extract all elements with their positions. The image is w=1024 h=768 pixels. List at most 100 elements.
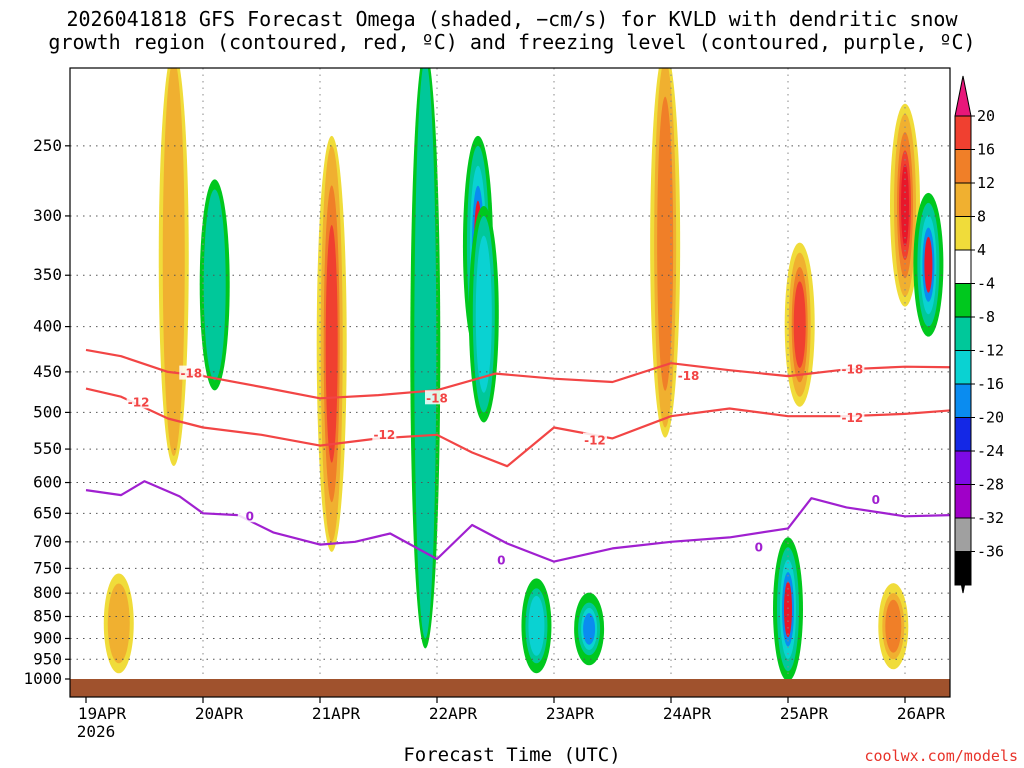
colorbar-top-arrow bbox=[954, 75, 972, 117]
omega-region-4-band bbox=[414, 68, 437, 639]
contour-label-bg-0 bbox=[179, 365, 204, 380]
colorbar-label-12: -32 bbox=[977, 509, 1004, 527]
contour-label-bg-1 bbox=[126, 394, 151, 409]
contour-label-11: 0 bbox=[872, 493, 880, 507]
colorbar-label-1: 16 bbox=[977, 141, 995, 159]
contour-label-10: 0 bbox=[755, 540, 763, 554]
contour-label-bg-5 bbox=[676, 368, 701, 383]
contour-label-3: -12 bbox=[374, 428, 396, 442]
colorbar-label-13: -36 bbox=[977, 543, 1004, 561]
colorbar-label-2: 12 bbox=[977, 174, 995, 192]
contour-label-bg-4 bbox=[582, 432, 607, 447]
colorbar-segment-3 bbox=[954, 216, 972, 251]
omega-region-7-inner bbox=[528, 595, 545, 656]
colorbar-segment-9 bbox=[954, 417, 972, 452]
contour-label-5: -18 bbox=[678, 369, 700, 383]
colorbar-segment-7 bbox=[954, 350, 972, 385]
colorbar-label-3: 8 bbox=[977, 208, 986, 226]
colorbar-segment-2 bbox=[954, 182, 972, 217]
colorbar-bottom-arrow bbox=[954, 551, 972, 594]
credit-link[interactable]: coolwx.com/models bbox=[864, 747, 1018, 765]
contour-label-7: -12 bbox=[842, 411, 864, 425]
colorbar-label-7: -12 bbox=[977, 342, 1004, 360]
omega-region-6-inner bbox=[475, 235, 492, 393]
y-tick-label-650: 650 bbox=[33, 503, 62, 522]
colorbar-segment-11 bbox=[954, 484, 972, 519]
omega-region-11-peak bbox=[784, 581, 792, 638]
x-tick-label-25APR: 25APR bbox=[780, 704, 829, 723]
omega-region-13-peak bbox=[924, 236, 933, 293]
y-tick-label-1000: 1000 bbox=[23, 669, 62, 688]
x-tick-label-19APR: 19APR bbox=[78, 704, 127, 723]
y-tick-label-900: 900 bbox=[33, 628, 62, 647]
colorbar-segment-6 bbox=[954, 316, 972, 351]
colorbar-label-10: -24 bbox=[977, 442, 1004, 460]
contour-label-bg-7 bbox=[840, 409, 865, 424]
y-tick-label-450: 450 bbox=[33, 362, 62, 381]
y-tick-label-550: 550 bbox=[33, 439, 62, 458]
contour-label-bg-2 bbox=[425, 390, 449, 405]
colorbar-label-9: -20 bbox=[977, 409, 1004, 427]
x-tick-label-24APR: 24APR bbox=[663, 704, 712, 723]
y-tick-label-600: 600 bbox=[33, 473, 62, 492]
ground-layer bbox=[70, 679, 950, 697]
y-tick-label-250: 250 bbox=[33, 136, 62, 155]
plot-frame bbox=[69, 67, 951, 698]
y-tick-label-850: 850 bbox=[33, 606, 62, 625]
colorbar: 20 16 12 8 4 -4 -8 -12 -16 -20 -24 -28 -32 -36 bbox=[954, 75, 1004, 594]
colorbar-segment-10 bbox=[954, 450, 972, 485]
omega-region-8-core bbox=[583, 613, 596, 645]
colorbar-label-6: -8 bbox=[977, 308, 995, 326]
colorbar-segment-8 bbox=[954, 383, 972, 418]
y-tick-label-950: 950 bbox=[33, 649, 62, 668]
omega-shading-layer bbox=[103, 68, 944, 682]
omega-region-14-inner bbox=[885, 599, 902, 653]
omega-region-0-band bbox=[107, 583, 130, 664]
chart-title-line-2: growth region (contoured, red, ºC) and f… bbox=[48, 30, 976, 54]
y-axis: 250 300 350 400 450 500 550 600 650 700 750 800 850 9… bbox=[23, 136, 70, 688]
colorbar-segment-4 bbox=[954, 249, 972, 284]
contour-label-bg-11 bbox=[863, 492, 888, 507]
colorbar-label-11: -28 bbox=[977, 476, 1004, 494]
colorbar-segment-12 bbox=[954, 517, 972, 552]
chart-title: 2026041818 GFS Forecast Omega (shaded, −… bbox=[0, 8, 1024, 54]
y-tick-label-750: 750 bbox=[33, 558, 62, 577]
x-tick-label-26APR: 26APR bbox=[897, 704, 946, 723]
contour-label-2: -18 bbox=[426, 391, 448, 405]
y-tick-label-400: 400 bbox=[33, 317, 62, 336]
y-tick-label-500: 500 bbox=[33, 402, 62, 421]
y-tick-label-350: 350 bbox=[33, 265, 62, 284]
contour-label-1: -12 bbox=[128, 395, 150, 409]
contour-label-9: 0 bbox=[497, 554, 505, 568]
x-tick-label-22APR: 22APR bbox=[429, 704, 478, 723]
contour-label-layer: -18 -12 -18 -12 -12 -18 -18 -12 0 0 0 0 bbox=[126, 361, 888, 568]
contour-label-bg-8 bbox=[237, 508, 262, 523]
x-axis-title: Forecast Time (UTC) bbox=[403, 744, 621, 766]
chart-title-line-1: 2026041818 GFS Forecast Omega (shaded, −… bbox=[66, 7, 958, 31]
omega-region-9-inner bbox=[657, 96, 674, 391]
contour-line-2 bbox=[85, 480, 950, 563]
contour-label-bg-9 bbox=[489, 552, 514, 567]
x-tick-sublabel: 2026 bbox=[77, 722, 116, 741]
contour-label-8: 0 bbox=[246, 509, 254, 523]
x-tick-label-20APR: 20APR bbox=[195, 704, 244, 723]
omega-region-2-band bbox=[203, 189, 226, 381]
ground-strip bbox=[70, 679, 950, 697]
y-tick-label-700: 700 bbox=[33, 532, 62, 551]
omega-region-10-core bbox=[793, 281, 806, 368]
x-tick-label-23APR: 23APR bbox=[546, 704, 595, 723]
omega-region-1-band bbox=[162, 68, 185, 456]
colorbar-label-4: 4 bbox=[977, 241, 986, 259]
colorbar-label-5: -4 bbox=[977, 275, 995, 293]
colorbar-segment-0 bbox=[954, 115, 972, 150]
y-tick-label-800: 800 bbox=[33, 583, 62, 602]
contour-label-bg-3 bbox=[372, 426, 397, 441]
colorbar-segment-5 bbox=[954, 283, 972, 318]
y-tick-label-300: 300 bbox=[33, 206, 62, 225]
omega-region-3-core bbox=[325, 225, 338, 463]
contour-label-4: -12 bbox=[584, 434, 606, 448]
colorbar-label-0: 20 bbox=[977, 107, 995, 125]
colorbar-label-8: -16 bbox=[977, 375, 1004, 393]
